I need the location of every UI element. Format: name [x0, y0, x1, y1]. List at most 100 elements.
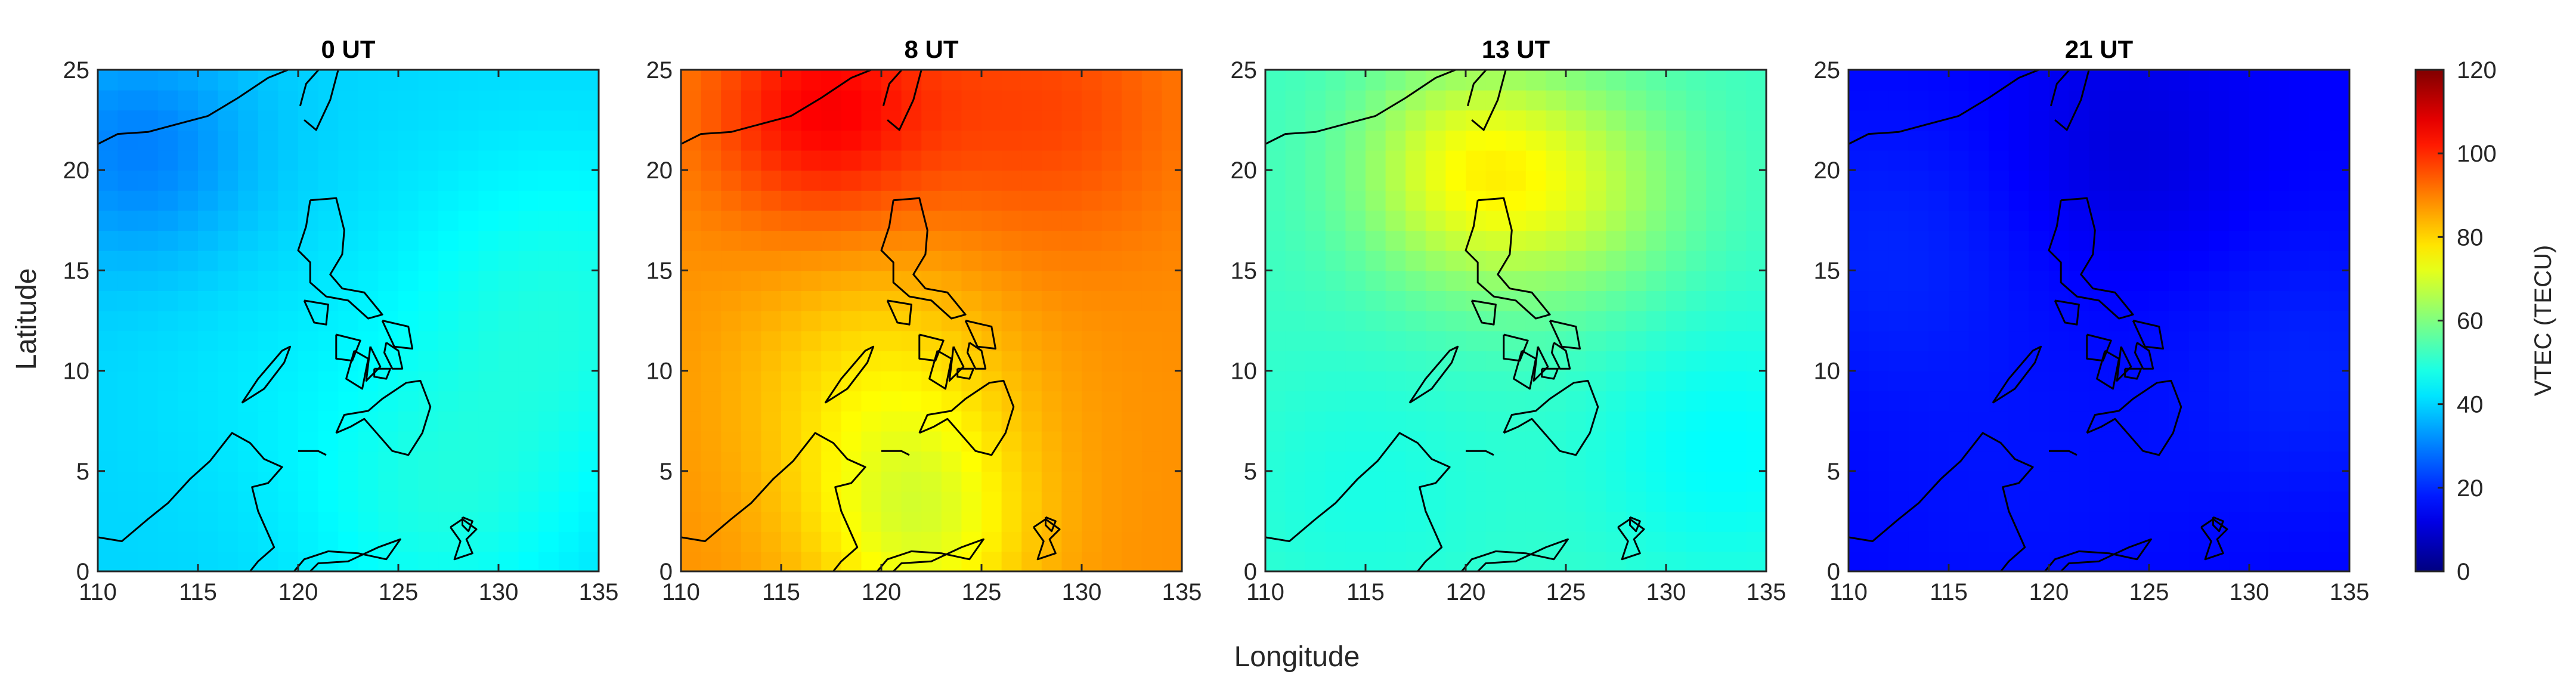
heat-cell [2149, 391, 2170, 412]
heat-cell [1606, 129, 1627, 151]
heat-cell [1325, 89, 1346, 111]
heat-cell [2269, 531, 2290, 552]
heat-cell [578, 170, 599, 191]
heat-cell [117, 270, 139, 292]
heat-cell [2329, 310, 2349, 332]
heat-cell [1366, 370, 1386, 392]
heat-cell [1908, 89, 1930, 111]
heat-cell [157, 310, 179, 332]
heat-cell [1868, 230, 1890, 251]
heat-cell [2249, 531, 2270, 552]
heat-cell [2309, 230, 2330, 251]
heat-cell [1061, 391, 1082, 412]
heat-cell [2129, 89, 2150, 111]
heat-cell [478, 89, 499, 111]
heat-cell [2049, 110, 2070, 131]
heat-cell [2049, 491, 2070, 512]
heat-cell [1265, 129, 1286, 151]
coastline-taiwan [882, 70, 922, 131]
heat-cell [1525, 451, 1547, 472]
heat-cell [138, 170, 159, 191]
heat-cell [2189, 210, 2210, 231]
heat-cell [1706, 511, 1727, 532]
heat-cell [2329, 110, 2349, 131]
heat-cell [1566, 230, 1587, 251]
heat-cell [1706, 230, 1727, 251]
heat-cell [98, 230, 119, 251]
heat-cell [1928, 230, 1949, 251]
heat-cell [1968, 511, 1990, 532]
heat-cell [1082, 150, 1103, 171]
y-tick-label: 10 [1814, 358, 1841, 385]
heat-cell [1466, 491, 1487, 512]
heat-cell [1586, 150, 1607, 171]
heat-cell [218, 250, 239, 271]
heat-cell [478, 350, 499, 372]
heat-cell [2229, 230, 2250, 251]
heat-cell [1706, 250, 1727, 271]
heat-cell [1061, 531, 1082, 552]
heat-cell [1061, 310, 1082, 332]
heat-cell [278, 431, 299, 452]
heat-cell [1506, 431, 1527, 452]
y-tick-label: 20 [1814, 157, 1841, 184]
heat-cell [1122, 410, 1143, 432]
heat-cell [901, 471, 922, 492]
heat-cell [198, 270, 219, 292]
heat-cell [2089, 170, 2110, 191]
heat-cell [198, 150, 219, 171]
heat-cell [821, 410, 842, 432]
heat-cell [961, 491, 982, 512]
heat-cell [518, 70, 540, 91]
heat-cell [2229, 89, 2250, 111]
heat-cell [1686, 190, 1707, 211]
heat-cell [1101, 391, 1123, 412]
heat-cell [921, 170, 942, 191]
heat-cell [518, 170, 540, 191]
heat-cell [1626, 89, 1647, 111]
heat-cell [1101, 310, 1123, 332]
heat-cell [2289, 150, 2310, 171]
heat-cell [438, 350, 459, 372]
heat-cell [578, 491, 599, 512]
heat-cell [178, 370, 199, 392]
heat-cell [1646, 451, 1667, 472]
heat-cell [1908, 350, 1930, 372]
coastlines [1265, 70, 1645, 571]
heat-cell [1868, 310, 1890, 332]
heat-cell [2008, 110, 2030, 131]
heat-cell [1868, 370, 1890, 392]
heat-cell [558, 129, 580, 151]
heat-cell [218, 310, 239, 332]
heat-cell [1101, 150, 1123, 171]
coastline-luzon [880, 197, 967, 320]
heat-cell [1746, 89, 1766, 111]
heat-cell [1141, 230, 1163, 251]
coastline-luzon [2048, 197, 2134, 320]
heat-cell [1746, 551, 1766, 571]
heat-cell [941, 170, 962, 191]
heat-cell [1405, 150, 1426, 171]
heat-cell [1141, 330, 1163, 351]
heat-cell [1706, 410, 1727, 432]
heat-cell [2029, 270, 2049, 292]
coastline-mindoro [1470, 299, 1497, 326]
heat-cell [2289, 431, 2310, 452]
heat-cell [318, 170, 339, 191]
heat-cell [558, 270, 580, 292]
heat-cell [1162, 330, 1182, 351]
heat-cell [2269, 290, 2290, 311]
heat-cell [901, 190, 922, 211]
heat-cell [1345, 531, 1366, 552]
heat-cell [1949, 310, 1970, 332]
heat-cell [982, 170, 1002, 191]
heat-cell [518, 410, 540, 432]
heat-cell [1928, 350, 1949, 372]
coastlines [681, 70, 1061, 571]
heat-cell [1849, 110, 1869, 131]
heat-cell [157, 190, 179, 211]
heat-cell [1646, 129, 1667, 151]
heat-cell [761, 391, 782, 412]
heat-cell [278, 370, 299, 392]
heat-cell [961, 471, 982, 492]
